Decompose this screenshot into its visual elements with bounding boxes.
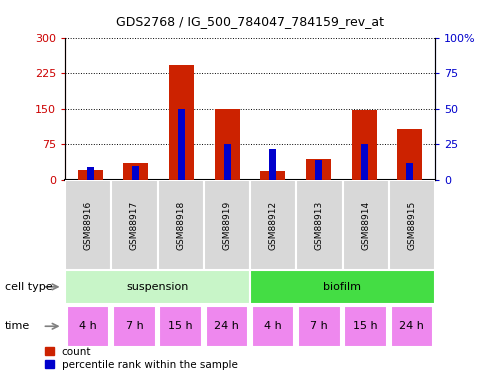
Bar (250, 180, 296, 270)
Bar (111, 180, 158, 270)
Bar (65, 180, 111, 270)
Bar (250, 270, 435, 304)
Bar (270, 148, 276, 180)
Text: 4 h: 4 h (79, 321, 97, 331)
Text: cell type: cell type (5, 282, 52, 292)
Text: time: time (5, 321, 30, 331)
Text: 24 h: 24 h (400, 321, 424, 331)
Text: biofilm: biofilm (324, 282, 362, 292)
Bar (252, 306, 294, 347)
Bar (158, 180, 204, 270)
Bar (132, 166, 139, 180)
Bar (390, 306, 433, 347)
Bar (352, 110, 377, 180)
Text: 7 h: 7 h (310, 321, 328, 331)
Text: 24 h: 24 h (214, 321, 240, 331)
Bar (361, 144, 368, 180)
Bar (298, 306, 341, 347)
Bar (206, 306, 248, 347)
Bar (389, 180, 435, 270)
Bar (406, 163, 414, 180)
Bar (113, 306, 156, 347)
Bar (296, 180, 343, 270)
Bar (123, 164, 148, 180)
Bar (86, 167, 94, 180)
Text: 4 h: 4 h (264, 321, 282, 331)
Text: GSM88919: GSM88919 (222, 200, 232, 250)
Bar (214, 109, 240, 180)
Text: GSM88912: GSM88912 (268, 200, 278, 250)
Text: 7 h: 7 h (126, 321, 144, 331)
Text: GSM88917: GSM88917 (130, 200, 139, 250)
Bar (178, 109, 185, 180)
Text: 15 h: 15 h (354, 321, 378, 331)
Bar (78, 170, 102, 180)
Text: GSM88918: GSM88918 (176, 200, 185, 250)
Text: GSM88914: GSM88914 (361, 200, 370, 250)
Bar (160, 306, 202, 347)
Bar (342, 180, 389, 270)
Bar (398, 129, 422, 180)
Bar (169, 65, 194, 180)
Text: GSM88913: GSM88913 (315, 200, 324, 250)
Bar (67, 306, 110, 347)
Bar (344, 306, 387, 347)
Text: suspension: suspension (126, 282, 188, 292)
Bar (315, 160, 322, 180)
Bar (260, 171, 285, 180)
Legend: count, percentile rank within the sample: count, percentile rank within the sample (45, 346, 238, 370)
Bar (204, 180, 250, 270)
Text: GSM88916: GSM88916 (84, 200, 92, 250)
Bar (224, 144, 230, 180)
Bar (306, 159, 331, 180)
Bar (65, 270, 250, 304)
Text: GDS2768 / IG_500_784047_784159_rev_at: GDS2768 / IG_500_784047_784159_rev_at (116, 15, 384, 28)
Text: GSM88915: GSM88915 (408, 200, 416, 250)
Text: 15 h: 15 h (168, 321, 193, 331)
